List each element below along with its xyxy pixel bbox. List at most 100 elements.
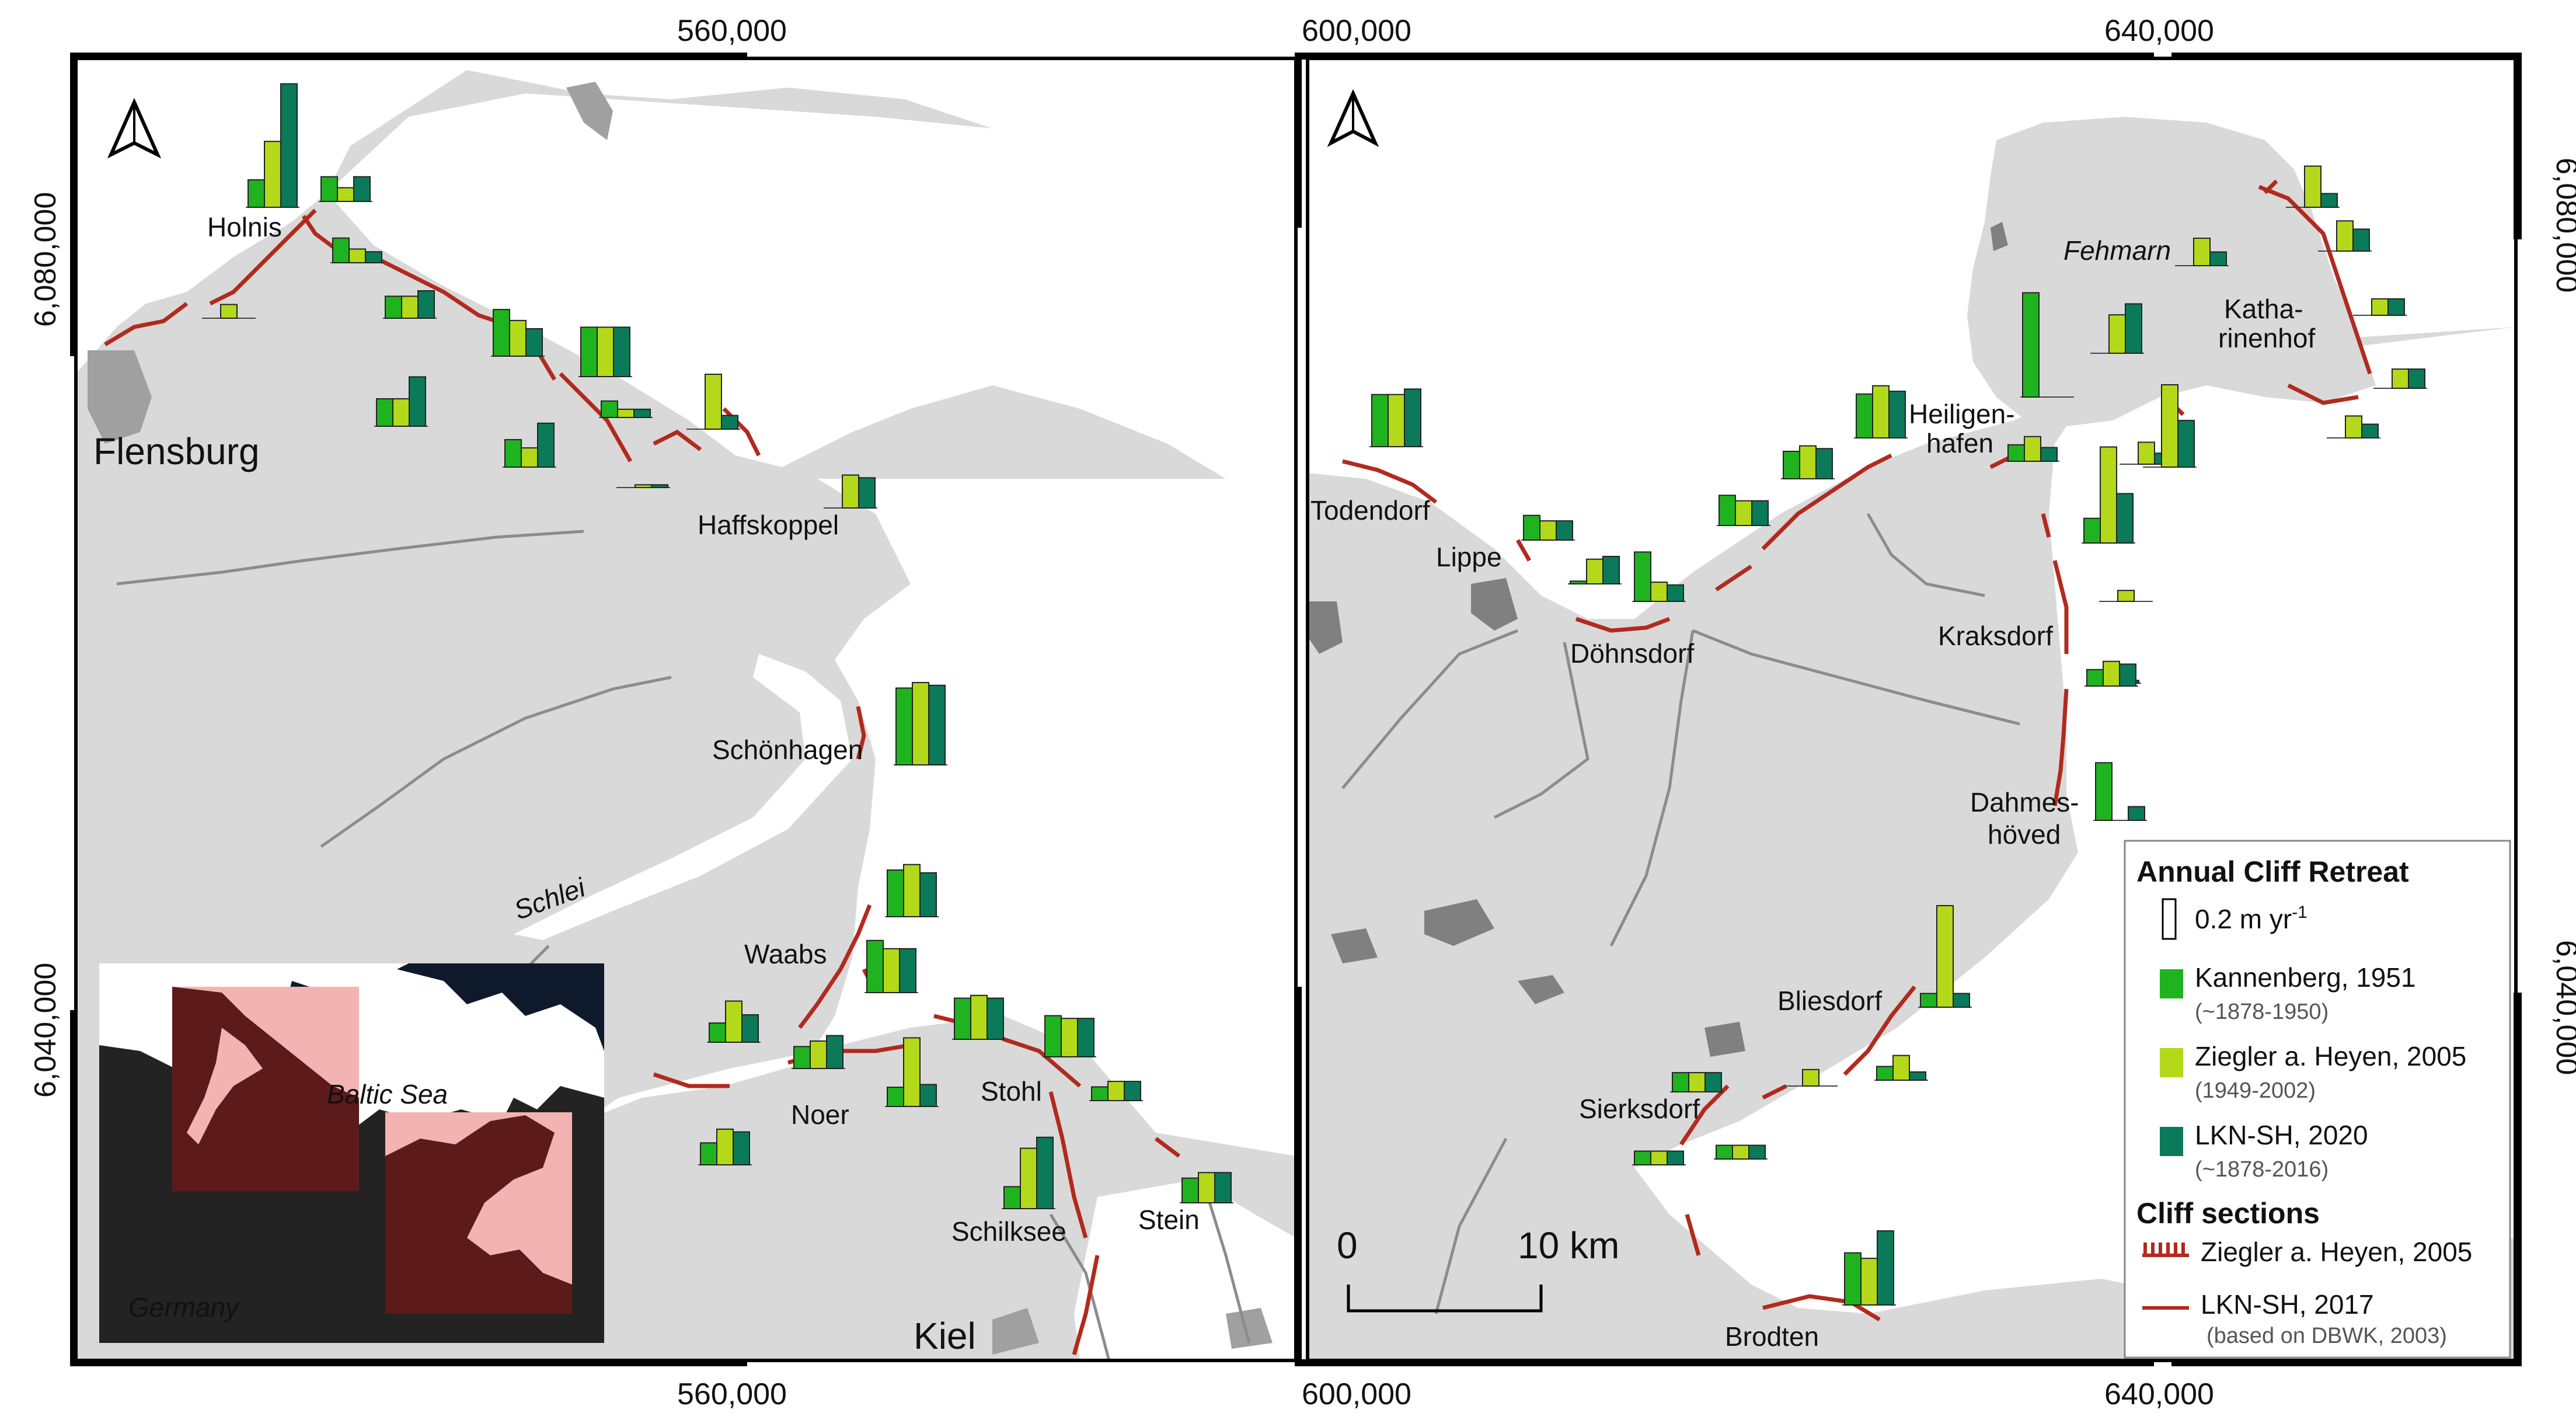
lkn-bar [1602, 556, 1620, 584]
lkn-bar [2408, 368, 2425, 389]
ziegler-bar [1020, 1147, 1037, 1209]
legend: Annual Cliff Retreat 0.2 m yr-1 Kannenbe… [2124, 840, 2511, 1359]
lkn-bar [1751, 500, 1769, 527]
label-waabs: Waabs [744, 939, 827, 969]
label-doehnsdorf: Döhnsdorf [1570, 638, 1694, 669]
west-heil-2-bars [1781, 445, 1835, 479]
kannenberg-bar [793, 1046, 811, 1070]
scale-zero: 0 [1337, 1224, 1358, 1266]
lkn-bar [2040, 447, 2058, 462]
label-fehmarn: Fehmarn [2063, 235, 2171, 266]
legend-lkn-period: (~1878-2016) [2195, 1157, 2328, 1182]
legend-section-lkn: LKN-SH, 2017 [2201, 1289, 2374, 1320]
sierksdorf-bars [1632, 1150, 1686, 1165]
ziegler-bar [509, 319, 527, 357]
lkn-bar [2177, 420, 2195, 468]
label-todendorf: Todendorf [1310, 495, 1430, 525]
legend-title: Annual Cliff Retreat [2136, 855, 2409, 888]
lippe-bars [1568, 556, 1622, 585]
lkn-bar [613, 326, 630, 378]
lkn-bar [928, 684, 946, 765]
label-haffskoppel: Haffskoppel [698, 510, 839, 540]
legend-kannenberg-swatch [2160, 969, 2183, 998]
legend-scale-label: 0.2 m yr-1 [2195, 903, 2307, 934]
ziegler-bar [1388, 394, 1405, 448]
lkn-bar [2119, 663, 2136, 687]
stohl-mid-bars [1043, 1015, 1096, 1057]
label-noer: Noer [791, 1099, 849, 1130]
baltic-sea-left [584, 479, 1296, 1156]
label-sierksdorf: Sierksdorf [1579, 1094, 1700, 1124]
ziegler-bar [1650, 1150, 1668, 1165]
lkn-bar [633, 408, 651, 419]
kannenberg-bar [1920, 993, 1937, 1008]
legend-lkn: LKN-SH, 2020 [2195, 1120, 2368, 1150]
fehmarn-mid-bars [2090, 303, 2144, 354]
kannenberg-bar [1181, 1177, 1199, 1203]
lkn-bar [1667, 584, 1684, 602]
ziegler-bar [2117, 590, 2135, 603]
ziegler-bar [348, 248, 366, 263]
legend-lkn-swatch [2160, 1127, 2183, 1156]
kannenberg-bar [1570, 580, 1587, 584]
fehmarn-ne-bars [2286, 165, 2340, 208]
ziegler-bar [2108, 314, 2126, 354]
north-arrow-right [1327, 89, 1379, 147]
ziegler-bar [705, 374, 722, 430]
label-bliesdorf: Bliesdorf [1777, 986, 1882, 1016]
holnis-bars [246, 83, 299, 208]
label-schoenhagen: Schönhagen [712, 735, 863, 765]
waabs-north-bars [885, 864, 939, 918]
ziegler-bar [1061, 1018, 1078, 1057]
legend-section-ziegler: Ziegler a. Heyen, 2005 [2201, 1237, 2472, 1267]
kannenberg-bar [866, 939, 884, 993]
lkn-bar [1815, 448, 1833, 479]
coord-top-right-a: 600,000 [1302, 14, 1411, 48]
label-stohl: Stohl [981, 1076, 1042, 1106]
kannenberg-bar [709, 1022, 726, 1043]
coord-bottom-right-b: 640,000 [2104, 1377, 2214, 1411]
left-panel: Holnis Flensburg Haffskoppel Schönhagen … [70, 53, 1302, 1366]
ziegler-bar [903, 1037, 921, 1107]
kannenberg-bar [1003, 1186, 1021, 1210]
legend-sections-title: Cliff sections [2136, 1197, 2320, 1230]
label-dahmeshoeved-1: Dahmes- [1970, 787, 2079, 817]
legend-ziegler: Ziegler a. Heyen, 2005 [2195, 1041, 2466, 1071]
ziegler-bar [2100, 446, 2117, 544]
ziegler-bar [1892, 1054, 1910, 1081]
lkn-bar [417, 290, 435, 319]
heil-east-bars [2006, 436, 2059, 462]
lkn-bar [899, 948, 916, 994]
ziegler-bar [220, 304, 238, 319]
ziegler-bar [1688, 1072, 1706, 1092]
lkn-bar [2209, 251, 2227, 266]
coord-left-upper: 6,080,000 [29, 192, 62, 327]
fehmarn-south-bars [2020, 292, 2074, 398]
label-brodten: Brodten [1725, 1321, 1819, 1352]
lkn-bar [919, 872, 937, 918]
coord-left-lower: 6,040,000 [29, 963, 62, 1098]
label-heiligenhafen-2: hafen [1926, 428, 1993, 458]
schlei [514, 654, 852, 940]
ziegler-bar [883, 948, 900, 994]
ziegler-bar [2161, 384, 2178, 468]
lkn-bar [741, 1014, 759, 1043]
kannenberg-bar [1634, 1150, 1651, 1165]
coord-right-lower: 6,040,000 [2550, 940, 2576, 1075]
ziegler-bar [1936, 905, 1954, 1008]
ziegler-bar [635, 484, 652, 488]
kannenberg-bar [2007, 444, 2025, 462]
ziegler-bar [810, 1040, 827, 1069]
kannenberg-bar [1634, 551, 1651, 603]
ziegler-bar [2138, 441, 2155, 465]
legend-ziegler-swatch [2160, 1048, 2183, 1077]
bars-left [202, 83, 1233, 1210]
kannenberg-bar [504, 439, 522, 468]
kannenberg-bar [385, 295, 402, 319]
lkn-bar [2387, 298, 2405, 316]
ziegler-bar [337, 187, 354, 202]
lkn-bar [1077, 1018, 1094, 1057]
kannenberg-bar [1844, 1252, 1862, 1306]
ziegler-bar [1586, 558, 1604, 585]
bliesdorf-bars [1918, 905, 1972, 1008]
